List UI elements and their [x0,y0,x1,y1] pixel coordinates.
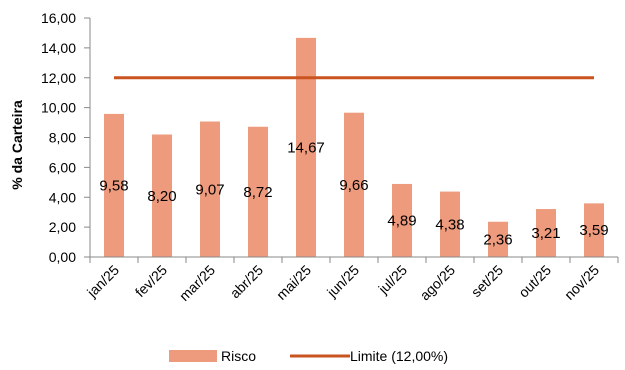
x-tick-label: mar/25 [176,262,218,304]
bar-jan-25 [104,113,124,258]
x-axis-ticks: jan/25 fev/25 mar/25 abr/25 mai/25 jun/25 jul/… [83,257,619,304]
bar-set-25 [488,221,508,257]
axes [89,18,618,258]
y-axis-label: % da Carteira [9,100,25,190]
x-tick-label: jul/25 [374,262,410,298]
data-label: 8,20 [147,188,176,205]
bar-jul-25 [392,183,412,257]
bar-abr-25 [248,126,268,258]
legend: Risco Limite (12,00%) [169,348,448,364]
bar-nov-25 [584,203,604,257]
legend-label-limite: Limite (12,00%) [350,348,448,364]
x-tick-label: abr/25 [227,262,267,302]
y-axis-ticks: 0,00 2,00 4,00 6,00 8,00 10,00 12,00 14,00 16,00 [41,10,90,265]
x-tick-label: out/25 [515,262,554,301]
y-tick-label: 16,00 [41,10,76,26]
x-tick-label: ago/25 [417,262,459,304]
x-tick-label: jun/25 [323,262,362,301]
x-tick-label: nov/25 [561,262,602,303]
bar-mar-25 [200,121,220,257]
bar-mai-25 [296,37,316,257]
y-tick-label: 10,00 [41,100,76,116]
y-tick-label: 4,00 [49,189,76,205]
data-label: 14,67 [287,139,325,156]
data-label: 9,66 [339,177,368,194]
x-tick-label: mai/25 [273,262,314,303]
bar-ago-25 [440,191,460,257]
y-tick-label: 6,00 [49,159,76,175]
data-label: 2,36 [483,231,512,248]
bar-jun-25 [344,112,364,257]
bar-series-risco [104,37,604,258]
bar-out-25 [536,209,556,257]
data-label: 8,72 [243,184,272,201]
x-tick-label: jan/25 [83,262,122,301]
y-tick-label: 0,00 [49,249,76,265]
x-tick-label: fev/25 [132,262,170,300]
legend-label-risco: Risco [221,348,256,364]
data-label: 4,89 [387,212,416,229]
data-label: 4,38 [435,216,464,233]
data-label: 9,07 [195,181,224,198]
y-tick-label: 8,00 [49,130,76,146]
x-tick-label: set/25 [468,262,506,300]
bar-fev-25 [152,134,172,257]
y-tick-label: 14,00 [41,40,76,56]
data-label: 9,58 [99,177,128,194]
data-labels: 9,58 8,20 9,07 8,72 14,67 9,66 4,89 4,38 2,36 3,2… [99,139,608,248]
data-label: 3,21 [531,225,560,242]
y-tick-label: 2,00 [49,219,76,235]
legend-swatch-risco [169,350,217,362]
data-label: 3,59 [579,222,608,239]
y-tick-label: 12,00 [41,70,76,86]
